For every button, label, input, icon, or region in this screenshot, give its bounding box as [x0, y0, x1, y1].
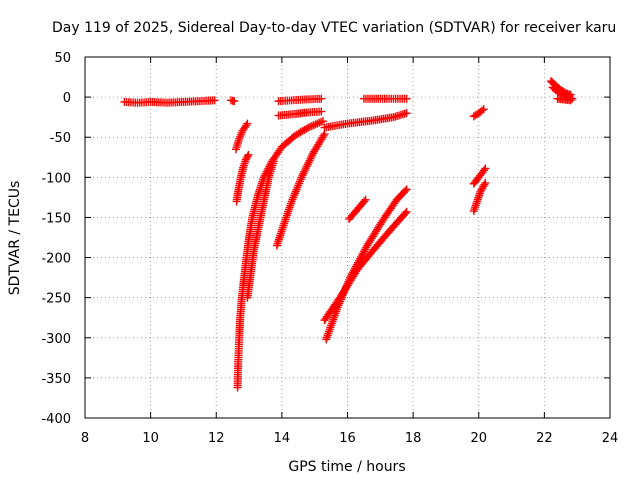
- series-arc-j: [320, 109, 411, 132]
- y-tick-label: 50: [54, 51, 71, 66]
- series-arc-d: [232, 150, 253, 206]
- data-point: [302, 124, 311, 133]
- data-point: [315, 118, 324, 127]
- data-point: [481, 164, 490, 173]
- data-point: [304, 158, 313, 167]
- data-point: [317, 117, 326, 126]
- data-point: [566, 96, 575, 105]
- data-point: [361, 195, 370, 204]
- series-arc-c: [231, 119, 252, 154]
- data-point: [401, 209, 410, 218]
- x-tick-label: 8: [81, 431, 89, 446]
- data-point: [319, 131, 328, 140]
- series-arc-b: [227, 96, 239, 106]
- data-point: [301, 165, 310, 174]
- x-axis-title: GPS time / hours: [288, 459, 405, 475]
- y-tick-label: -350: [41, 372, 71, 387]
- data-point: [360, 197, 369, 206]
- series-arc-q: [469, 178, 490, 216]
- data-point: [269, 157, 278, 166]
- series-arc-a: [120, 96, 219, 107]
- y-axis-title: SDTVAR / TECUs: [7, 181, 23, 296]
- data-point: [480, 166, 488, 175]
- data-point: [307, 152, 316, 161]
- data-point: [243, 119, 252, 128]
- data-point: [401, 186, 410, 195]
- y-tick-label: -400: [41, 412, 71, 427]
- data-point: [298, 171, 307, 180]
- x-tick-label: 16: [339, 431, 356, 446]
- data-point: [300, 167, 309, 176]
- data-point: [301, 164, 310, 173]
- data-point: [479, 105, 488, 114]
- data-point: [303, 160, 312, 169]
- data-point: [478, 106, 487, 115]
- x-tick-label: 18: [405, 431, 422, 446]
- data-point: [311, 120, 320, 129]
- data-point: [299, 169, 308, 178]
- grid: [85, 57, 610, 418]
- data-point: [305, 156, 314, 165]
- data-point: [307, 121, 316, 130]
- axis-ticks: 8 10 12 14 16 18 20 22 24 50 0 -50 -100 -150 -200 -250 -…: [41, 51, 618, 446]
- x-tick-label: 24: [602, 431, 619, 446]
- y-tick-label: -250: [41, 292, 71, 307]
- series-arc-i: [274, 107, 326, 120]
- data-point: [481, 178, 490, 187]
- data-point: [309, 121, 318, 130]
- data-point: [317, 107, 326, 116]
- series-arc-t: [553, 94, 575, 105]
- series-arc-f: [243, 157, 278, 302]
- x-tick-label: 22: [536, 431, 553, 446]
- data-point: [304, 123, 313, 132]
- x-tick-label: 20: [470, 431, 487, 446]
- x-tick-label: 12: [208, 431, 225, 446]
- series-arc-n: [320, 207, 411, 325]
- x-tick-label: 10: [142, 431, 159, 446]
- y-tick-label: -100: [41, 171, 71, 186]
- data-point: [297, 173, 306, 182]
- data-point: [402, 109, 411, 118]
- data-point: [317, 94, 326, 103]
- data-point: [243, 152, 252, 161]
- series-arc-m: [322, 185, 411, 344]
- series-arc-g: [272, 130, 329, 250]
- data-point: [306, 154, 315, 163]
- data-point: [302, 162, 311, 171]
- chart-title: Day 119 of 2025, Sidereal Day-to-day VTE…: [52, 20, 616, 36]
- y-tick-label: 0: [63, 91, 71, 106]
- series-arc-p: [469, 164, 490, 188]
- y-tick-label: -150: [41, 211, 71, 226]
- data-point: [210, 96, 219, 105]
- data-point: [402, 185, 411, 194]
- data-point: [313, 119, 322, 128]
- series-arc-o: [469, 105, 488, 121]
- data-point: [402, 207, 411, 216]
- data-point: [402, 94, 411, 103]
- x-tick-label: 14: [274, 431, 291, 446]
- y-tick-label: -200: [41, 252, 71, 267]
- data-point: [318, 117, 327, 126]
- y-tick-label: -50: [50, 131, 71, 146]
- data-points: [120, 77, 577, 392]
- data-point: [230, 97, 239, 106]
- data-point: [305, 122, 314, 131]
- data-point: [242, 121, 251, 130]
- series-arc-h: [274, 94, 326, 106]
- data-point: [308, 151, 317, 160]
- data-point: [480, 180, 489, 189]
- series-arc-l: [345, 195, 370, 224]
- data-point: [244, 150, 253, 159]
- series-arc-k: [359, 94, 411, 103]
- y-tick-label: -300: [41, 332, 71, 347]
